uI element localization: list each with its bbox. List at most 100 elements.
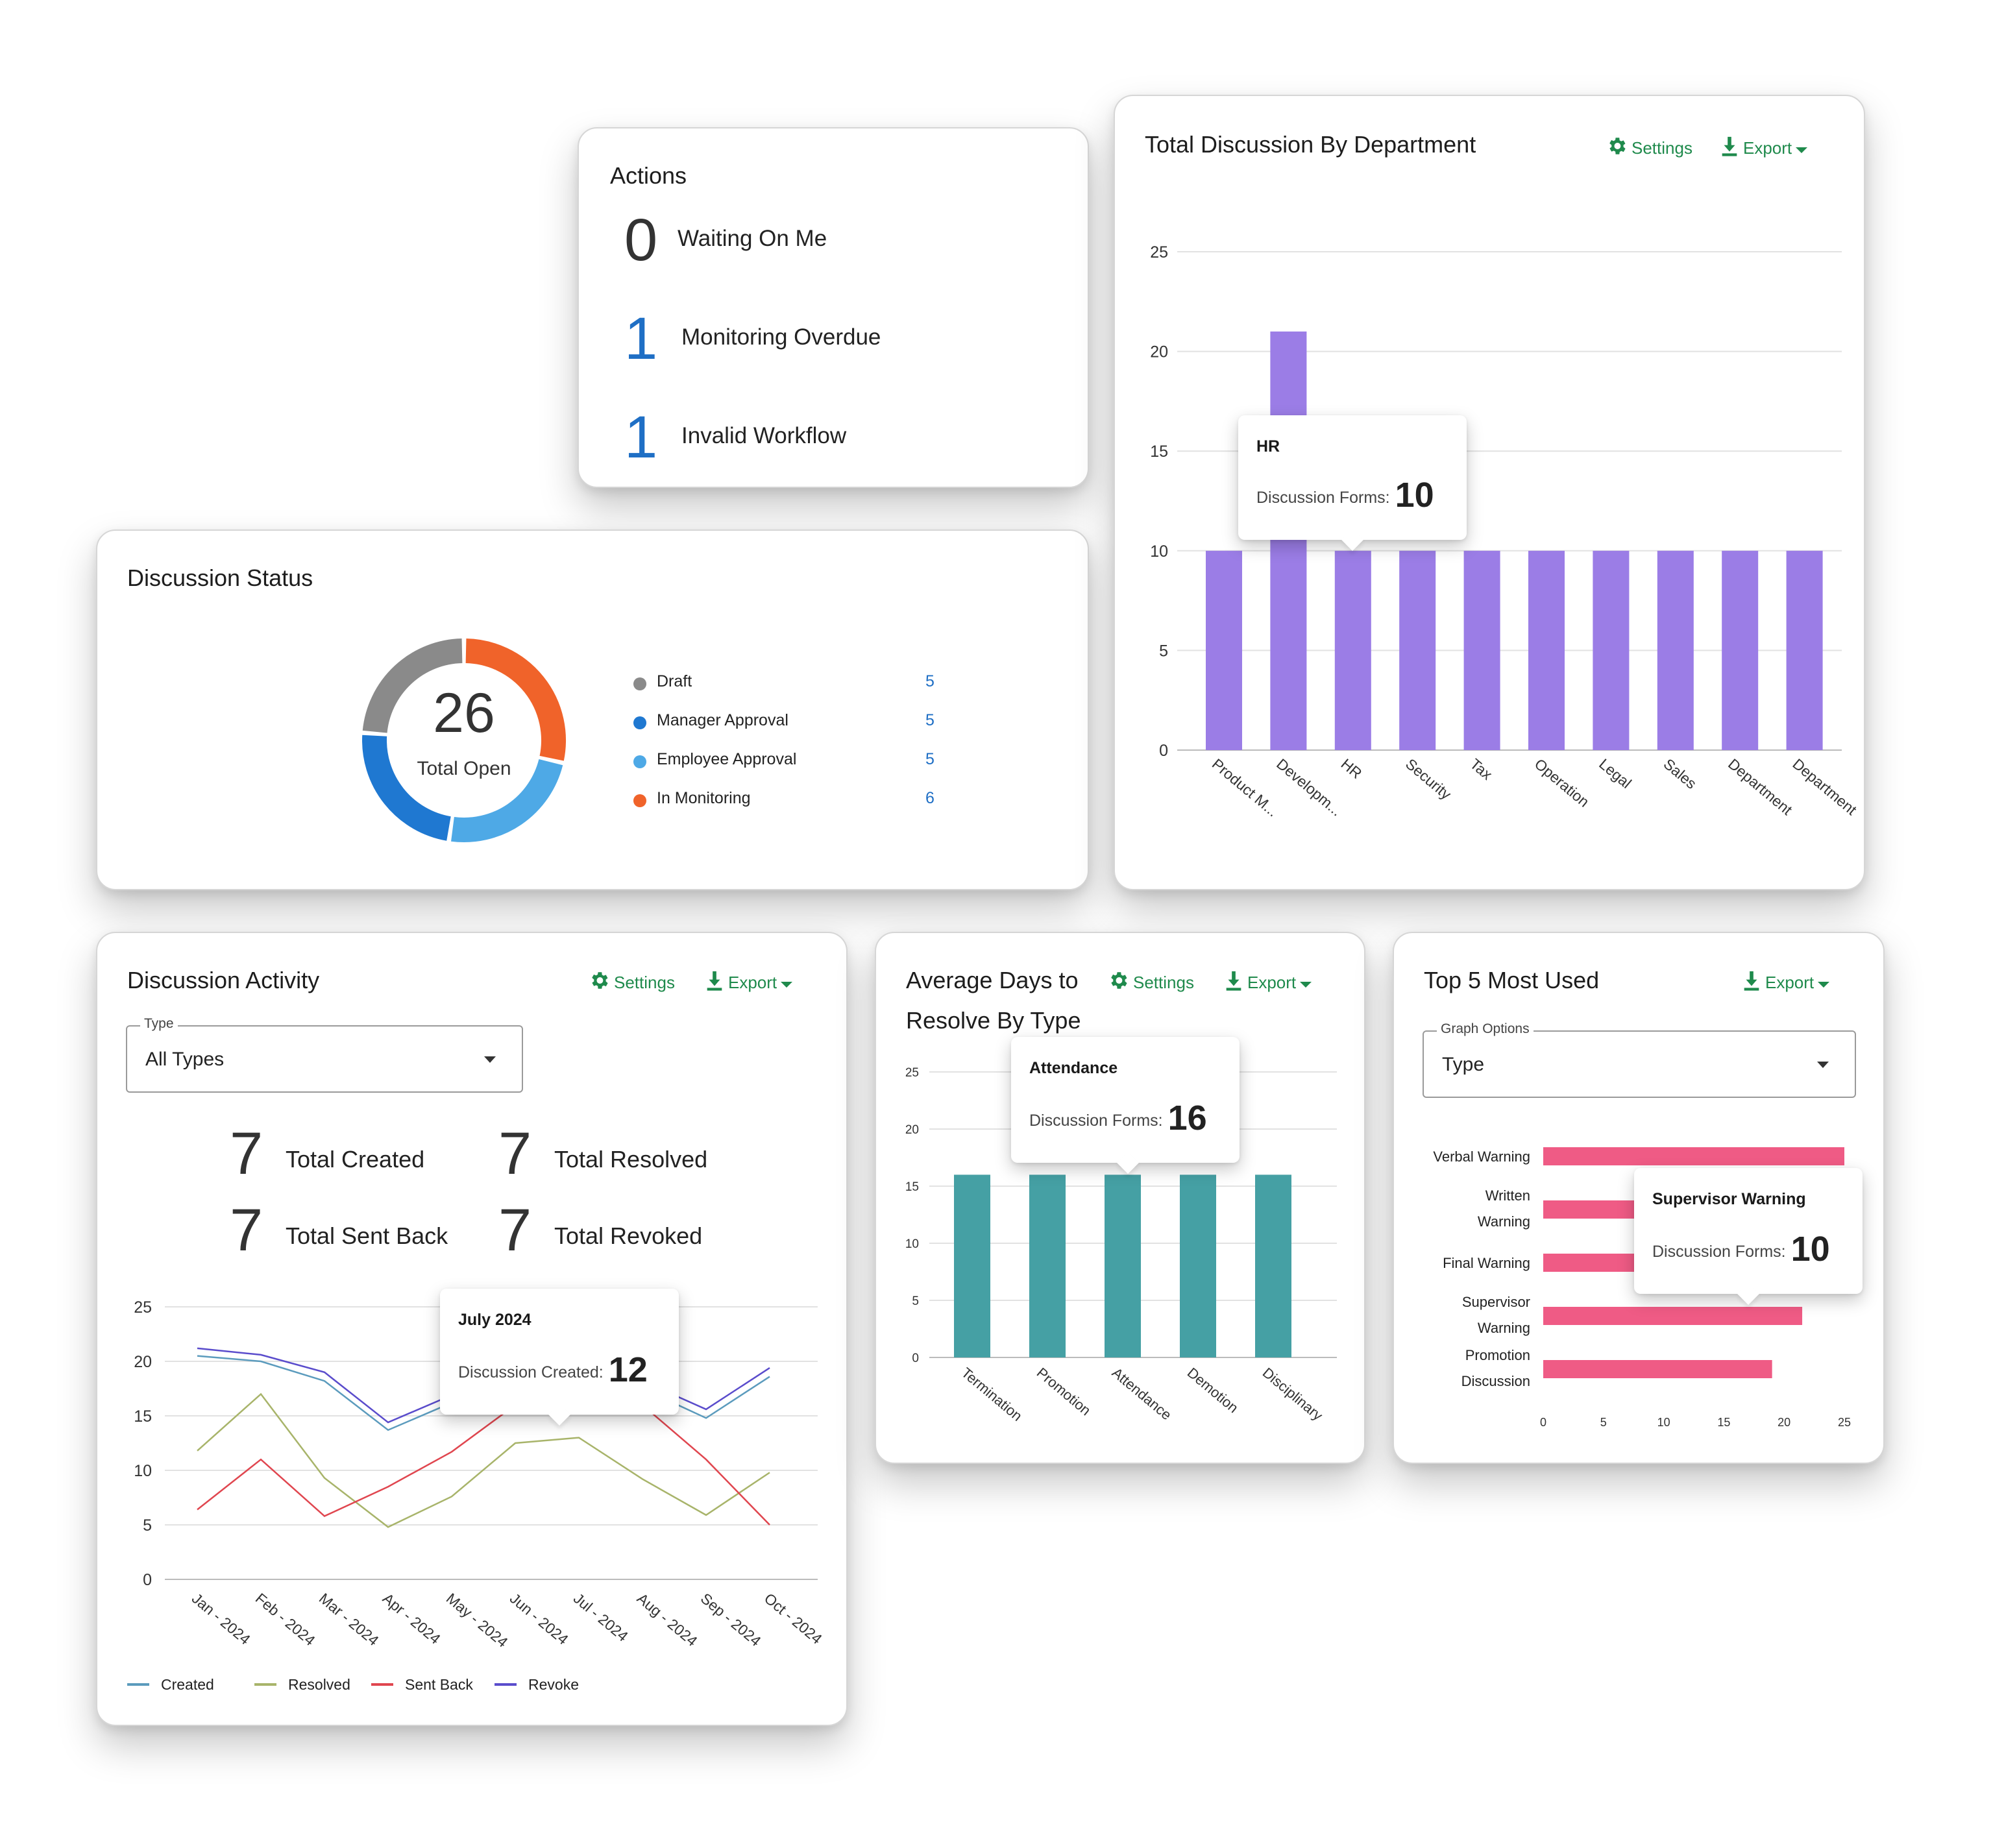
bar (1334, 550, 1371, 750)
tooltip-label: Discussion Forms: (1029, 1112, 1163, 1130)
y-tick-label: 10 (905, 1237, 919, 1251)
avgdays-bar-chart: 0 5 10 15 20 25 Termination Promotion Attendance… (905, 1066, 1337, 1424)
y-tick-label: 20 (134, 1353, 152, 1371)
tooltip-value: 16 (1167, 1099, 1207, 1137)
legend-label: Employee Approval (657, 750, 797, 768)
x-tick-label: 10 (1657, 1416, 1670, 1429)
y-tick-label: 0 (143, 1571, 152, 1589)
x-tick-label: Operation (1532, 755, 1593, 810)
top5-hbar-chart: Verbal Warning Written Warning Final Warnin… (1433, 1147, 1851, 1429)
department-tooltip: HR Discussion Forms: 10 (1238, 415, 1467, 551)
action-label[interactable]: Invalid Workflow (681, 423, 847, 448)
donut-slice (465, 638, 566, 761)
y-tick-label: Warning (1478, 1213, 1530, 1230)
y-tick-label: Supervisor (1462, 1294, 1530, 1310)
department-card: Total Discussion By Department Settings … (1114, 95, 1865, 890)
y-tick-label: Verbal Warning (1433, 1149, 1530, 1165)
action-count: 1 (624, 306, 658, 372)
stat-label: Total Created (286, 1146, 425, 1173)
x-tick-label: 15 (1717, 1416, 1730, 1429)
legend-label: Draft (657, 672, 692, 690)
donut-slice (362, 638, 463, 733)
y-tick-label: 25 (1150, 243, 1168, 261)
x-tick-label: Termination (959, 1365, 1025, 1424)
download-icon (705, 969, 724, 996)
y-tick-label: 0 (1159, 742, 1168, 760)
x-tick-label: Apr - 2024 (380, 1590, 444, 1647)
bar (1786, 550, 1823, 750)
stat-count: 7 (230, 1197, 263, 1263)
activity-export-button[interactable]: Export (705, 969, 793, 996)
stat-label: Total Sent Back (286, 1222, 448, 1249)
legend-dot (633, 677, 646, 690)
department-export-button[interactable]: Export (1720, 135, 1808, 162)
x-tick-label: Department (1725, 755, 1796, 819)
activity-settings-button[interactable]: Settings (588, 969, 675, 996)
discussion-status-title: Discussion Status (127, 565, 313, 591)
y-tick-label: Promotion (1465, 1347, 1530, 1363)
top5-export-button[interactable]: Export (1742, 969, 1830, 996)
avgdays-export-button[interactable]: Export (1224, 969, 1312, 996)
actions-card: Actions 0 Waiting On Me 1 Monitoring Overdu… (578, 127, 1089, 488)
tooltip-body: Discussion Forms: 10 (1652, 1229, 1830, 1269)
y-tick-label: Warning (1478, 1320, 1530, 1336)
download-icon (1224, 969, 1243, 996)
x-tick-label: Product M... (1209, 755, 1282, 820)
stat-label: Total Revoked (554, 1222, 703, 1249)
x-tick-label: 25 (1838, 1416, 1851, 1429)
y-tick-label: 5 (143, 1516, 152, 1535)
series-line (197, 1393, 770, 1526)
top5-tooltip: Supervisor Warning Discussion Forms: 10 (1634, 1168, 1863, 1305)
x-tick-label: Oct - 2024 (761, 1590, 825, 1647)
y-tick-label: 15 (1150, 443, 1168, 461)
action-label[interactable]: Waiting On Me (678, 226, 827, 251)
bar (1029, 1174, 1066, 1357)
bar (1657, 550, 1694, 750)
y-tick-label: 10 (134, 1462, 152, 1480)
caret-down-icon (1818, 973, 1830, 993)
y-tick-label: 5 (912, 1295, 919, 1308)
x-tick-label: Developm... (1273, 755, 1345, 820)
x-tick-label: Promotion (1034, 1365, 1094, 1419)
donut-total-label: Total Open (417, 758, 511, 779)
graph-options-label: Graph Options (1437, 1021, 1534, 1037)
x-tick-label: Disciplinary (1260, 1365, 1326, 1424)
y-tick-label: 15 (905, 1180, 919, 1194)
department-settings-button[interactable]: Settings (1606, 135, 1692, 162)
top5-title: Top 5 Most Used (1424, 967, 1600, 993)
graph-options-value: Type (1442, 1054, 1485, 1075)
tooltip-label: Discussion Created: (458, 1363, 604, 1381)
action-label[interactable]: Monitoring Overdue (681, 324, 881, 350)
legend-dot (633, 794, 646, 807)
x-tick-label: Aug - 2024 (634, 1590, 701, 1649)
tooltip-value: 10 (1395, 476, 1434, 515)
gear-icon (588, 969, 610, 996)
y-tick-label: Final Warning (1443, 1255, 1530, 1271)
tooltip-body: Discussion Forms: 16 (1029, 1098, 1207, 1138)
x-tick-label: 0 (1540, 1416, 1546, 1429)
discussion-status-card: Discussion Status 26 Total Open Draft 5 Ma… (96, 529, 1089, 890)
avgdays-settings-button[interactable]: Settings (1107, 969, 1194, 996)
tooltip-label: Discussion Forms: (1652, 1243, 1786, 1261)
x-tick-label: 20 (1778, 1416, 1790, 1429)
bar (1593, 550, 1630, 750)
bar (1270, 331, 1307, 750)
bar (1722, 550, 1759, 750)
bar (1543, 1360, 1772, 1378)
activity-tooltip: July 2024 Discussion Created: 12 (440, 1289, 679, 1426)
activity-type-select[interactable]: Type All Types (126, 1016, 523, 1093)
legend-value: 5 (925, 750, 935, 768)
bar (1399, 550, 1436, 750)
bar (1180, 1174, 1216, 1357)
avgdays-title-line2: Resolve By Type (906, 1007, 1081, 1034)
activity-title: Discussion Activity (127, 967, 320, 993)
x-tick-label: 5 (1600, 1416, 1607, 1429)
x-tick-label: HR (1338, 755, 1365, 782)
x-tick-label: Department (1789, 755, 1860, 819)
tooltip-label: Discussion Forms: (1256, 489, 1390, 507)
graph-options-select[interactable]: Graph Options Type (1423, 1021, 1856, 1098)
settings-label: Settings (1133, 973, 1194, 992)
bar (1543, 1147, 1844, 1165)
x-tick-label: May - 2024 (443, 1590, 511, 1651)
